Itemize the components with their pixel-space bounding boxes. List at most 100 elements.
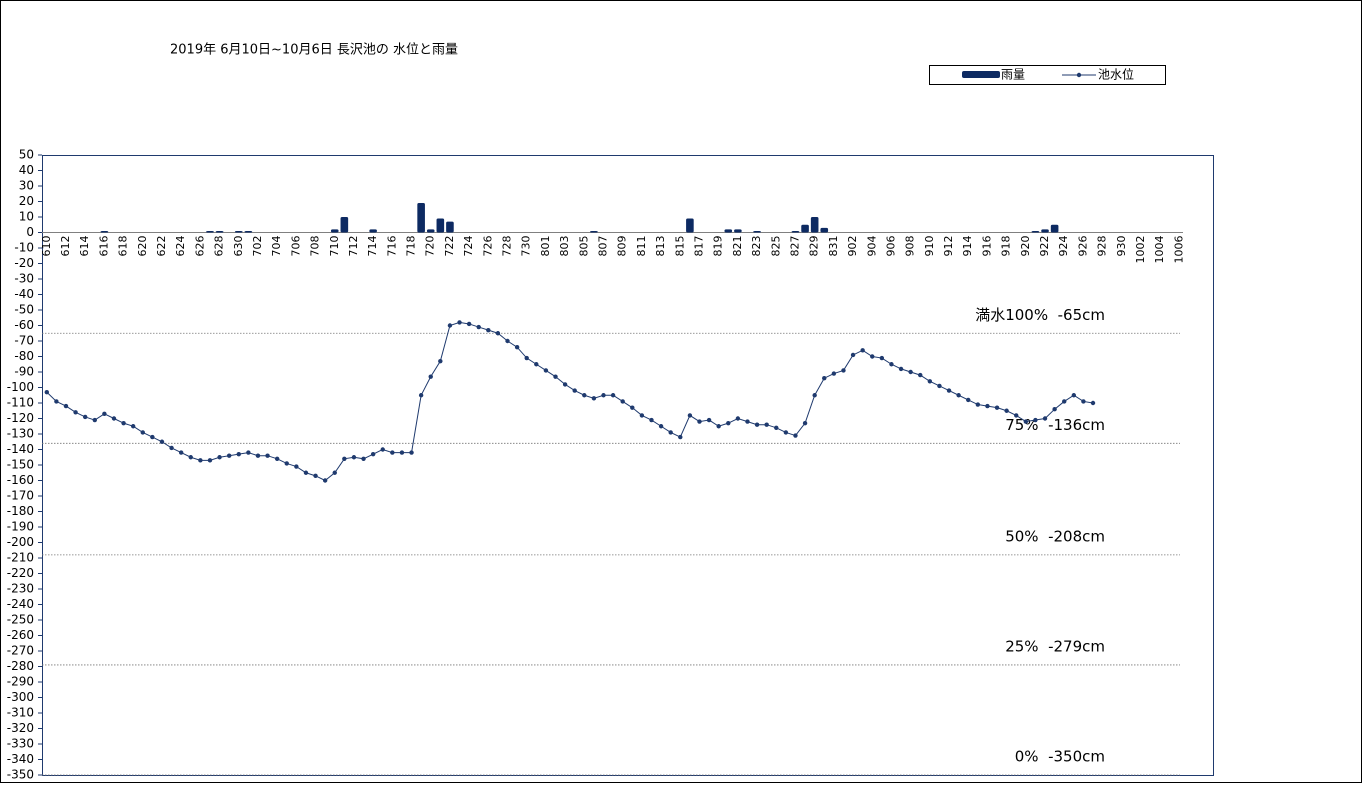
y-tick-label: -30 [14, 272, 34, 286]
point [140, 430, 145, 435]
point [687, 413, 693, 418]
bar [100, 230, 109, 233]
point [82, 414, 88, 420]
point [303, 470, 309, 475]
plot-area [42, 155, 1214, 776]
point [322, 478, 328, 483]
y-tick-label: -300 [7, 690, 34, 704]
y-tick-label: -160 [7, 473, 34, 487]
point [812, 393, 817, 398]
reference-label: 25% -279cm [1005, 637, 1105, 655]
y-tick-label: -70 [14, 334, 34, 348]
y-tick-label: -20 [14, 256, 34, 270]
point [130, 424, 136, 429]
point [1023, 419, 1029, 424]
bar [734, 229, 742, 233]
y-tick-label: -40 [14, 287, 34, 301]
bar [801, 224, 809, 233]
point [44, 389, 49, 395]
point [1062, 399, 1067, 404]
point [294, 464, 299, 469]
bar [215, 230, 224, 233]
point [543, 368, 549, 373]
x-tick-label: 801 [539, 236, 552, 257]
point [514, 345, 520, 350]
y-tick-label: 10 [19, 210, 34, 224]
point [102, 411, 107, 417]
point [889, 362, 894, 367]
point [562, 382, 568, 387]
point [476, 324, 481, 330]
x-tick-label: 912 [942, 236, 955, 257]
point [620, 399, 625, 404]
point [73, 410, 78, 415]
chart-title: 2019年 6月10日~10月6日 長沢池の 水位と雨量 [170, 43, 458, 58]
point [380, 447, 385, 452]
point [63, 403, 69, 409]
bar [340, 217, 349, 233]
x-tick-label: 720 [424, 236, 437, 257]
point [610, 393, 616, 398]
y-tick-label: -130 [7, 427, 34, 441]
point [1090, 400, 1096, 406]
bar [1041, 229, 1049, 233]
y-tick-label: 50 [19, 148, 34, 162]
point [246, 450, 251, 455]
x-tick-label: 630 [232, 236, 245, 257]
point [486, 327, 491, 333]
y-tick-label: -310 [7, 706, 34, 720]
point [946, 388, 952, 393]
y-tick-label: -150 [7, 458, 34, 472]
point [92, 417, 97, 423]
bar [686, 218, 694, 233]
point [783, 430, 789, 435]
point [716, 424, 721, 429]
point [495, 331, 501, 336]
legend-label: 雨量 [1001, 68, 1025, 82]
bar [1050, 224, 1059, 233]
y-tick-label: -350 [7, 768, 34, 782]
point [1042, 416, 1048, 421]
point [745, 419, 750, 424]
x-tick-label: 926 [1076, 236, 1089, 257]
x-tick-label: 610 [40, 236, 53, 257]
x-tick-label: 612 [59, 236, 72, 257]
point [255, 453, 261, 458]
y-tick-label: -230 [7, 582, 34, 596]
point [178, 450, 184, 455]
x-tick-label: 1002 [1134, 236, 1147, 264]
x-tick-label: 813 [654, 236, 667, 257]
point [572, 388, 577, 393]
x-tick-label: 809 [616, 236, 629, 257]
bar [244, 230, 253, 233]
y-tick-label: -90 [14, 365, 34, 379]
x-tick-label: 910 [923, 236, 936, 257]
y-tick-label: -280 [7, 659, 34, 673]
point [601, 393, 606, 398]
point [274, 456, 280, 461]
bar [234, 230, 243, 233]
x-tick-label: 827 [788, 236, 801, 257]
point [505, 338, 510, 344]
point [658, 424, 664, 429]
y-tick-label: -180 [7, 504, 34, 518]
y-tick-label: -270 [7, 644, 34, 658]
x-tick-label: 628 [213, 236, 226, 257]
legend [929, 65, 1166, 85]
legend-swatch [962, 71, 1000, 78]
point [870, 354, 875, 359]
point [1071, 393, 1077, 398]
point [898, 366, 904, 372]
y-tick-label: 30 [19, 179, 34, 193]
x-tick-label: 708 [309, 236, 322, 257]
point [582, 393, 587, 398]
x-tick-label: 622 [155, 236, 168, 257]
bar [590, 230, 598, 233]
point [418, 393, 424, 398]
y-tick-label: 20 [19, 194, 34, 208]
x-tick-label: 807 [597, 236, 610, 257]
point [879, 355, 885, 361]
point [457, 320, 462, 325]
point [860, 348, 865, 353]
point [668, 430, 673, 435]
